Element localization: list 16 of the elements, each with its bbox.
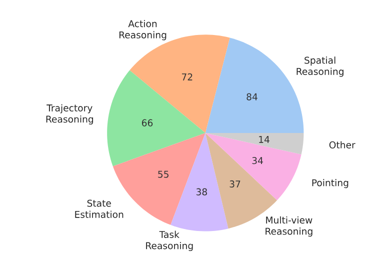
slice-label: Task Reasoning bbox=[146, 230, 193, 252]
data-label: 55 bbox=[158, 171, 168, 178]
data-label: 72 bbox=[182, 74, 192, 81]
slice-label: State Estimation bbox=[75, 200, 124, 218]
slice-label: Action Reasoning bbox=[119, 20, 166, 40]
data-label: 37 bbox=[230, 180, 240, 188]
data-label: 84 bbox=[246, 93, 258, 101]
data-label: 14 bbox=[259, 136, 270, 144]
slice-label: Spatial Reasoning bbox=[296, 56, 344, 77]
data-label: 38 bbox=[196, 188, 207, 196]
slice-label: Pointing bbox=[312, 179, 348, 188]
slice-label: Trajectory Reasoning bbox=[46, 104, 94, 125]
data-label: 66 bbox=[142, 119, 153, 127]
slice-label: Multi-view Reasoning bbox=[266, 216, 312, 237]
slice-label: Other bbox=[329, 141, 356, 149]
data-label: 34 bbox=[252, 157, 263, 164]
